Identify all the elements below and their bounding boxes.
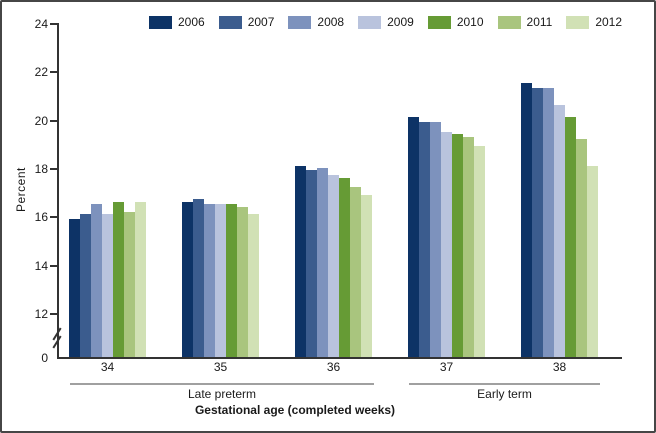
legend-swatch bbox=[288, 15, 312, 29]
group-bracket-line bbox=[70, 383, 374, 385]
x-category-label-38: 38 bbox=[552, 360, 567, 374]
bar-2006-36 bbox=[295, 165, 306, 357]
bar-2009-34 bbox=[102, 213, 113, 357]
bar-2011-37 bbox=[463, 136, 474, 357]
y-tick-label-22: 22 bbox=[34, 65, 48, 80]
bar-2012-37 bbox=[474, 146, 485, 357]
legend: 2006 2007 2008 2009 2010 2011 2012 bbox=[149, 15, 622, 29]
legend-swatch bbox=[427, 15, 451, 29]
bar-2010-36 bbox=[339, 177, 350, 357]
bar-2012-35 bbox=[248, 213, 259, 357]
bar-2007-37 bbox=[419, 122, 430, 357]
bar-2008-38 bbox=[543, 88, 554, 357]
y-axis-line bbox=[57, 23, 59, 359]
legend-item-2007: 2007 bbox=[218, 15, 275, 29]
y-tick-label-18: 18 bbox=[34, 162, 48, 176]
y-tick-mark bbox=[50, 168, 57, 170]
bar-2010-38 bbox=[565, 117, 576, 357]
y-tick-mark bbox=[50, 23, 57, 25]
bar-2012-38 bbox=[587, 165, 598, 357]
legend-item-2012: 2012 bbox=[566, 15, 622, 29]
legend-swatch bbox=[149, 15, 172, 29]
bar-2011-35 bbox=[237, 206, 248, 357]
bar-2009-36 bbox=[328, 175, 339, 357]
legend-label: 2006 bbox=[178, 15, 205, 29]
legend-swatch bbox=[497, 15, 521, 29]
group-bracket-line bbox=[409, 383, 600, 385]
legend-label: 2012 bbox=[595, 15, 623, 29]
legend-swatch bbox=[218, 15, 242, 29]
legend-swatch bbox=[566, 15, 590, 29]
y-tick-mark bbox=[50, 71, 57, 74]
y-tick-mark bbox=[50, 264, 57, 267]
legend-item-2010: 2010 bbox=[427, 15, 484, 29]
bar-2007-34 bbox=[80, 213, 91, 357]
bar-2009-35 bbox=[215, 204, 226, 357]
bar-2006-38 bbox=[521, 83, 532, 357]
x-axis-line bbox=[57, 357, 622, 359]
bar-2009-37 bbox=[441, 131, 452, 357]
legend-label: 2010 bbox=[456, 15, 484, 29]
bar-2008-37 bbox=[430, 122, 441, 357]
legend-label: 2008 bbox=[317, 15, 345, 29]
legend-label: 2011 bbox=[526, 15, 553, 29]
bar-2007-35 bbox=[193, 199, 204, 357]
legend-label: 2009 bbox=[387, 15, 414, 29]
bar-2011-38 bbox=[576, 139, 587, 357]
bar-2012-36 bbox=[361, 194, 372, 357]
legend-swatch bbox=[358, 15, 382, 29]
group-bracket-label: Late preterm bbox=[187, 387, 257, 401]
bar-2006-34 bbox=[69, 218, 80, 357]
x-category-label-36: 36 bbox=[326, 360, 341, 374]
bar-2008-36 bbox=[317, 168, 328, 357]
bar-2011-34 bbox=[124, 211, 135, 357]
bar-2008-35 bbox=[204, 204, 215, 357]
bar-2010-37 bbox=[452, 134, 463, 357]
y-tick-mark bbox=[50, 313, 57, 315]
bar-2006-37 bbox=[408, 117, 419, 357]
x-category-label-37: 37 bbox=[439, 360, 454, 374]
bar-2007-38 bbox=[532, 88, 543, 357]
bar-2009-38 bbox=[554, 105, 565, 357]
legend-label: 2007 bbox=[247, 15, 275, 29]
bar-2008-34 bbox=[91, 204, 102, 357]
bar-2011-36 bbox=[350, 187, 361, 357]
bar-2007-36 bbox=[306, 170, 317, 357]
x-category-label-34: 34 bbox=[100, 360, 115, 374]
y-tick-label-14: 14 bbox=[34, 258, 48, 273]
x-axis-title: Gestational age (completed weeks) bbox=[194, 403, 396, 417]
y-tick-label-20: 20 bbox=[34, 113, 48, 128]
y-tick-label-24: 24 bbox=[34, 17, 48, 31]
x-category-label-35: 35 bbox=[213, 360, 228, 374]
y-tick-mark bbox=[50, 216, 57, 219]
legend-item-2006: 2006 bbox=[149, 15, 205, 29]
legend-item-2011: 2011 bbox=[497, 15, 553, 29]
group-bracket-label: Early term bbox=[477, 387, 532, 401]
legend-item-2009: 2009 bbox=[358, 15, 414, 29]
bar-2012-34 bbox=[135, 201, 146, 357]
y-tick-label-12: 12 bbox=[34, 307, 48, 321]
y-tick-label-0: 0 bbox=[41, 351, 48, 365]
legend-item-2008: 2008 bbox=[288, 15, 344, 29]
bar-2010-35 bbox=[226, 204, 237, 357]
bar-2006-35 bbox=[182, 201, 193, 357]
y-tick-mark bbox=[50, 119, 57, 122]
y-tick-label-16: 16 bbox=[34, 210, 48, 225]
bar-2010-34 bbox=[113, 201, 124, 357]
